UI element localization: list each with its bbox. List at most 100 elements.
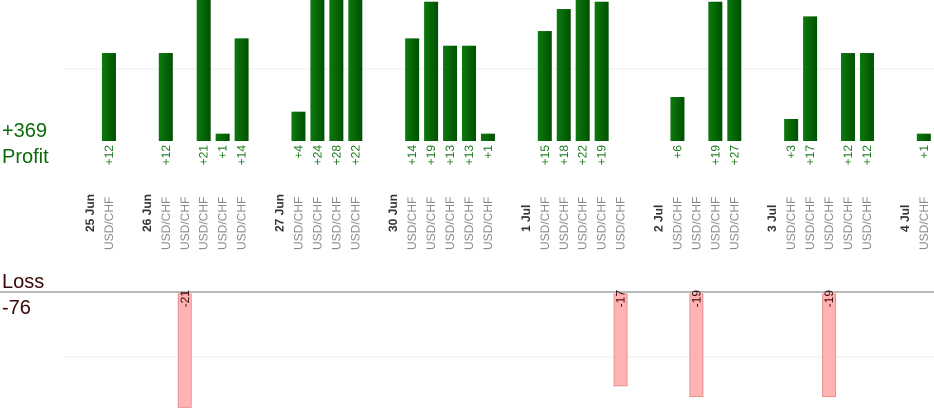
pair-label: USD/CHF xyxy=(178,197,192,250)
profit-value-label: +28 xyxy=(329,145,343,166)
profit-value-label: +4 xyxy=(291,145,305,159)
date-label: 26 Jun xyxy=(140,194,154,232)
loss-value-label: -19 xyxy=(822,290,836,308)
date-label: 4 Jul xyxy=(898,205,912,232)
pair-label: USD/CHF xyxy=(614,197,628,250)
pair-label: USD/CHF xyxy=(462,197,476,250)
pair-label: USD/CHF xyxy=(860,197,874,250)
profit-value-label: +13 xyxy=(443,145,457,166)
profit-value-label: +19 xyxy=(595,145,609,166)
pair-label: USD/CHF xyxy=(197,197,211,250)
profit-value-label: +1 xyxy=(216,145,230,159)
profit-bar xyxy=(670,97,685,141)
profit-bar xyxy=(291,111,306,141)
profit-bar xyxy=(101,53,116,141)
profit-value-label: +19 xyxy=(424,145,438,166)
pair-label: USD/CHF xyxy=(235,197,249,250)
profit-bar xyxy=(443,45,458,141)
profit-bar xyxy=(727,0,742,142)
profit-bar xyxy=(196,0,211,141)
date-label: 3 Jul xyxy=(765,205,779,232)
pair-label: USD/CHF xyxy=(329,197,343,250)
pair-label: USD/CHF xyxy=(443,197,457,250)
profit-bar xyxy=(405,38,420,141)
profit-value-label: +1 xyxy=(481,145,495,159)
profit-value-label: +22 xyxy=(576,145,590,166)
loss-bar xyxy=(822,293,837,398)
pair-label: USD/CHF xyxy=(917,197,931,250)
profit-bar xyxy=(556,9,571,142)
pair-label: USD/CHF xyxy=(348,197,362,250)
pair-label: USD/CHF xyxy=(310,197,324,250)
profit-bar xyxy=(480,133,495,141)
pair-label: USD/CHF xyxy=(557,197,571,250)
profit-bar xyxy=(594,1,609,142)
pair-label: USD/CHF xyxy=(841,197,855,250)
profit-value-label: +12 xyxy=(159,145,173,166)
pair-label: USD/CHF xyxy=(216,197,230,250)
pair-label: USD/CHF xyxy=(708,197,722,250)
profit-value-label: +21 xyxy=(197,145,211,166)
pair-label: USD/CHF xyxy=(424,197,438,250)
pair-label: USD/CHF xyxy=(481,197,495,250)
profit-bar xyxy=(841,53,855,141)
profit-value-label: +22 xyxy=(348,145,362,166)
profit-bar xyxy=(158,53,173,141)
date-label: 30 Jun xyxy=(386,194,400,232)
date-label: 27 Jun xyxy=(273,194,287,232)
loss-bar xyxy=(613,293,628,387)
profit-bar xyxy=(803,16,818,141)
profit-bar xyxy=(424,1,439,142)
profit-value-label: +27 xyxy=(727,145,741,166)
profit-bar xyxy=(708,1,723,142)
profit-bar xyxy=(462,45,476,141)
loss-value-label: -17 xyxy=(614,290,628,308)
loss-bar xyxy=(177,293,192,408)
pair-label: USD/CHF xyxy=(538,197,552,250)
profit-total: +369 xyxy=(2,120,47,142)
profit-bar xyxy=(916,133,931,141)
loss-value-label: -21 xyxy=(178,290,192,308)
profit-value-label: +14 xyxy=(235,145,249,166)
profit-label: Profit xyxy=(2,146,49,168)
profit-value-label: +12 xyxy=(860,145,874,166)
pair-label: USD/CHF xyxy=(784,197,798,250)
profit-bar xyxy=(215,133,230,141)
profit-value-label: +19 xyxy=(708,145,722,166)
pair-label: USD/CHF xyxy=(405,197,419,250)
date-label: 2 Jul xyxy=(652,205,666,232)
profit-bar xyxy=(859,53,874,141)
pair-label: USD/CHF xyxy=(102,197,116,250)
pair-label: USD/CHF xyxy=(576,197,590,250)
date-label: 25 Jun xyxy=(83,194,97,232)
profit-value-label: +14 xyxy=(405,145,419,166)
profit-bar xyxy=(537,31,552,141)
pair-label: USD/CHF xyxy=(159,197,173,250)
profit-bar xyxy=(784,119,799,141)
loss-bar xyxy=(689,293,704,398)
pair-label: USD/CHF xyxy=(689,197,703,250)
pair-label: USD/CHF xyxy=(822,197,836,250)
pair-label: USD/CHF xyxy=(803,197,817,250)
loss-value-label: -19 xyxy=(689,290,703,308)
pair-label: USD/CHF xyxy=(291,197,305,250)
pair-label: USD/CHF xyxy=(670,197,684,250)
profit-value-label: +18 xyxy=(557,145,571,166)
profit-bar xyxy=(310,0,325,141)
profit-bar xyxy=(348,0,363,141)
loss-label: Loss xyxy=(2,271,44,293)
pair-label: USD/CHF xyxy=(595,197,609,250)
profit-value-label: +12 xyxy=(841,145,855,166)
profit-bar xyxy=(575,0,590,141)
profit-value-label: +3 xyxy=(784,145,798,159)
profit-value-label: +12 xyxy=(102,145,116,166)
profit-bar xyxy=(234,38,249,141)
profit-value-label: +15 xyxy=(538,145,552,166)
profit-value-label: +24 xyxy=(310,145,324,166)
loss-total: -76 xyxy=(2,297,31,319)
pair-label: USD/CHF xyxy=(727,197,741,250)
profit-value-label: +17 xyxy=(803,145,817,166)
date-label: 1 Jul xyxy=(519,205,533,232)
